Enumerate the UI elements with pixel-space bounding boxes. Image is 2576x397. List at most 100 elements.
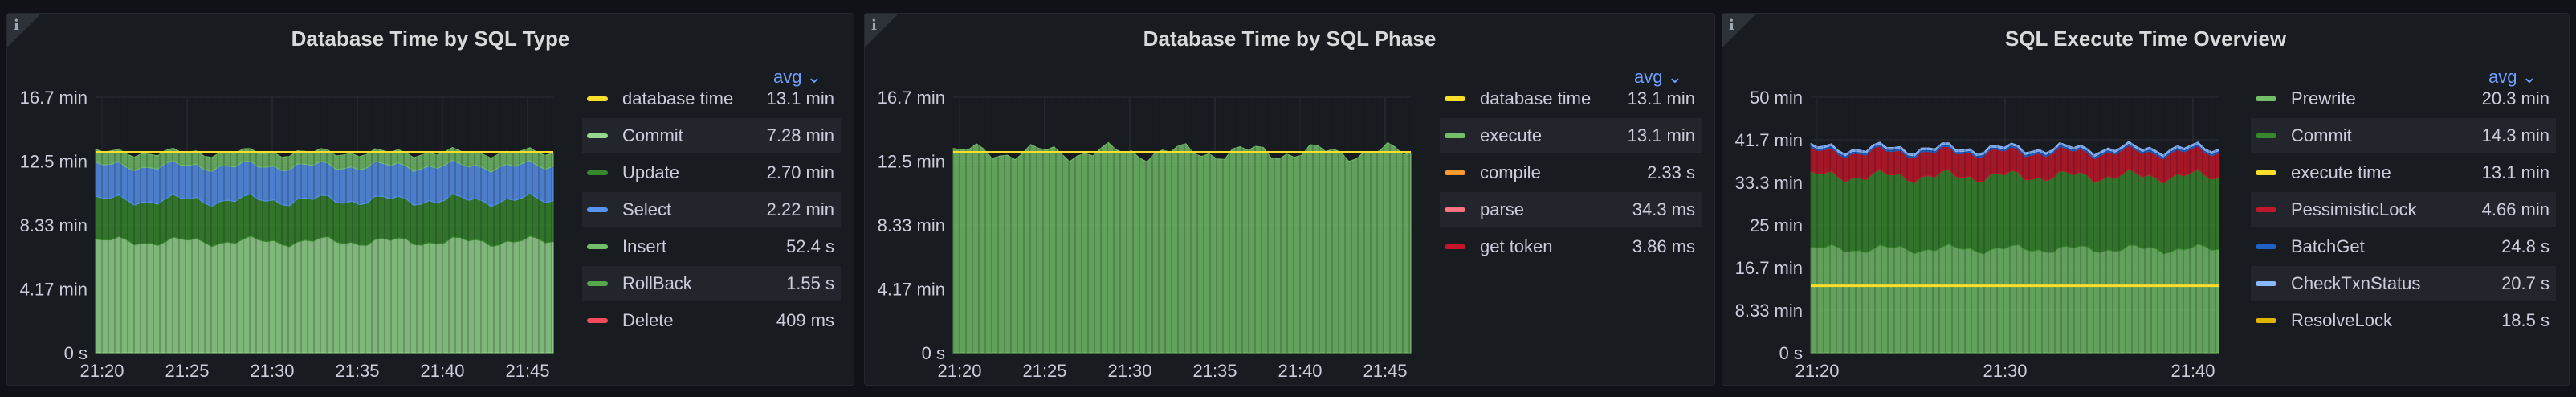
- y-tick-label: 50 min: [1750, 88, 1803, 108]
- legend-item-commit[interactable]: Commit 14.3 min: [2251, 118, 2556, 153]
- x-tick-label: 21:35: [1192, 361, 1237, 381]
- series-area-commit[interactable]: [95, 235, 554, 354]
- legend-value: 52.4 s: [786, 236, 834, 256]
- legend-item-insert[interactable]: Insert 52.4 s: [582, 229, 841, 264]
- y-tick-label: 8.33 min: [1735, 301, 1803, 321]
- legend-value: 13.1 min: [1627, 125, 1695, 145]
- panel-info-corner[interactable]: [865, 14, 899, 47]
- y-tick-label: 8.33 min: [20, 215, 88, 235]
- chart[interactable]: 0 s 4.17 min 8.33 min 12.5 min 16.7 min 21:20…: [7, 62, 569, 383]
- legend-value: 2.70 min: [766, 162, 834, 182]
- chevron-down-icon: ⌄: [806, 67, 821, 87]
- y-tick-label: 4.17 min: [20, 280, 88, 300]
- info-icon[interactable]: i: [871, 17, 877, 34]
- legend-item-update[interactable]: Update 2.70 min: [582, 155, 841, 190]
- legend-value: 20.3 min: [2481, 88, 2550, 108]
- y-tick-label: 0 s: [64, 343, 88, 363]
- legend-name: ResolveLock: [2291, 310, 2392, 330]
- legend-value: 13.1 min: [1627, 88, 1695, 108]
- legend-item-commit[interactable]: Commit 7.28 min: [582, 118, 841, 153]
- legend-item-rollback[interactable]: RollBack 1.55 s: [582, 266, 841, 301]
- legend-name: database time: [622, 88, 734, 108]
- legend-calc-dropdown[interactable]: avg ⌄: [1634, 67, 1682, 88]
- x-tick-label: 21:20: [1795, 361, 1839, 381]
- legend-calc-label: avg: [772, 67, 802, 87]
- x-tick-label: 21:30: [1983, 361, 2027, 381]
- info-icon[interactable]: i: [1729, 17, 1734, 34]
- x-tick-label: 21:45: [505, 361, 549, 381]
- legend-item-compile[interactable]: compile 2.33 s: [1440, 155, 1702, 190]
- legend-swatch[interactable]: [1445, 133, 1465, 138]
- chevron-down-icon: ⌄: [1667, 67, 1682, 87]
- legend-name: Commit: [2291, 125, 2352, 145]
- legend-item-get-token[interactable]: get token 3.86 ms: [1440, 229, 1702, 264]
- x-tick-label: 21:25: [165, 361, 209, 381]
- legend-item-prewrite[interactable]: Prewrite 20.3 min: [2251, 81, 2556, 117]
- legend-item-batchget[interactable]: BatchGet 24.8 s: [2251, 229, 2556, 264]
- legend-swatch[interactable]: [2256, 207, 2276, 212]
- legend-swatch[interactable]: [1445, 170, 1465, 175]
- panel-title[interactable]: Database Time by SQL Type: [291, 27, 570, 51]
- legend-item-delete[interactable]: Delete 409 ms: [582, 303, 841, 338]
- legend-swatch[interactable]: [587, 96, 608, 101]
- legend-swatch[interactable]: [2256, 318, 2276, 323]
- legend-item-pessimisticlock[interactable]: PessimisticLock 4.66 min: [2251, 192, 2556, 227]
- legend-item-checktxnstatus[interactable]: CheckTxnStatus 20.7 s: [2251, 266, 2556, 301]
- legend-item-resolvelock[interactable]: ResolveLock 18.5 s: [2251, 303, 2556, 338]
- info-icon[interactable]: i: [14, 17, 19, 34]
- legend-swatch[interactable]: [2256, 244, 2276, 249]
- y-tick-label: 12.5 min: [20, 152, 88, 172]
- panel-title[interactable]: Database Time by SQL Phase: [1143, 27, 1437, 51]
- legend-swatch[interactable]: [587, 170, 608, 175]
- legend-name: PessimisticLock: [2291, 199, 2417, 219]
- y-tick-label: 16.7 min: [20, 88, 88, 108]
- legend-swatch[interactable]: [587, 133, 608, 138]
- legend-swatch[interactable]: [587, 207, 608, 212]
- legend-swatch[interactable]: [587, 281, 608, 286]
- series-area-execute[interactable]: [952, 141, 1412, 354]
- legend-name: get token: [1480, 236, 1553, 256]
- x-tick-label: 21:20: [937, 361, 981, 381]
- legend-calc-dropdown[interactable]: avg ⌄: [773, 67, 821, 88]
- legend-name: execute time: [2291, 162, 2391, 182]
- legend-swatch[interactable]: [1445, 96, 1465, 101]
- legend-item-select[interactable]: Select 2.22 min: [582, 192, 841, 227]
- legend-calc-dropdown[interactable]: avg ⌄: [2488, 67, 2537, 88]
- legend-swatch[interactable]: [2256, 281, 2276, 286]
- legend-swatch[interactable]: [2256, 133, 2276, 138]
- y-tick-label: 0 s: [922, 343, 945, 363]
- y-tick-label: 41.7 min: [1735, 130, 1803, 150]
- legend-value: 3.86 ms: [1632, 236, 1695, 256]
- series-area-checktxnstatus[interactable]: [1810, 141, 2219, 158]
- legend-name: parse: [1480, 199, 1525, 219]
- legend-swatch[interactable]: [2256, 96, 2276, 101]
- legend-name: Insert: [622, 236, 667, 256]
- x-tick-label: 21:45: [1363, 361, 1407, 381]
- panel-title[interactable]: SQL Execute Time Overview: [2004, 27, 2287, 51]
- legend-name: Prewrite: [2291, 88, 2356, 108]
- legend-swatch[interactable]: [587, 318, 608, 323]
- legend-swatch[interactable]: [1445, 207, 1465, 212]
- chart[interactable]: 0 s 4.17 min 8.33 min 12.5 min 16.7 min 21:20…: [865, 62, 1427, 383]
- legend-name: compile: [1480, 162, 1541, 182]
- panel-database-time-by-sql-phase[interactable]: i Database Time by SQL Phase 0 s 4.17 min…: [864, 13, 1715, 386]
- legend-item-execute[interactable]: execute 13.1 min: [1440, 118, 1702, 153]
- chart[interactable]: 0 s 8.33 min 16.7 min 25 min 33.3 min 41.7 mi…: [1722, 62, 2252, 383]
- legend-item-database-time[interactable]: database time 13.1 min: [1440, 81, 1702, 117]
- panel-sql-execute-time-overview[interactable]: i SQL Execute Time Overview 0 s 8.33 min 1…: [1722, 13, 2570, 386]
- legend-item-execute-time[interactable]: execute time 13.1 min: [2251, 155, 2556, 190]
- legend-value: 2.33 s: [1647, 162, 1695, 182]
- y-tick-label: 4.17 min: [878, 280, 945, 300]
- legend-swatch[interactable]: [1445, 244, 1465, 249]
- panel-info-corner[interactable]: [7, 14, 41, 47]
- legend-item-database-time[interactable]: database time 13.1 min: [582, 81, 841, 117]
- legend-swatch[interactable]: [2256, 170, 2276, 175]
- legend-value: 13.1 min: [2481, 162, 2550, 182]
- x-tick-label: 21:40: [420, 361, 464, 381]
- panel-info-corner[interactable]: [1722, 14, 1756, 47]
- legend-swatch[interactable]: [587, 244, 608, 249]
- panel-database-time-by-sql-type[interactable]: i Database Time by SQL Type 0 s 4.17 min 8…: [6, 13, 854, 386]
- legend-name: database time: [1480, 88, 1592, 108]
- x-tick-label: 21:40: [2170, 361, 2215, 381]
- legend-item-parse[interactable]: parse 34.3 ms: [1440, 192, 1702, 227]
